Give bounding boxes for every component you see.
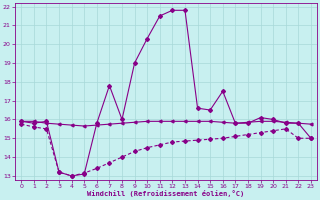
- X-axis label: Windchill (Refroidissement éolien,°C): Windchill (Refroidissement éolien,°C): [87, 190, 245, 197]
